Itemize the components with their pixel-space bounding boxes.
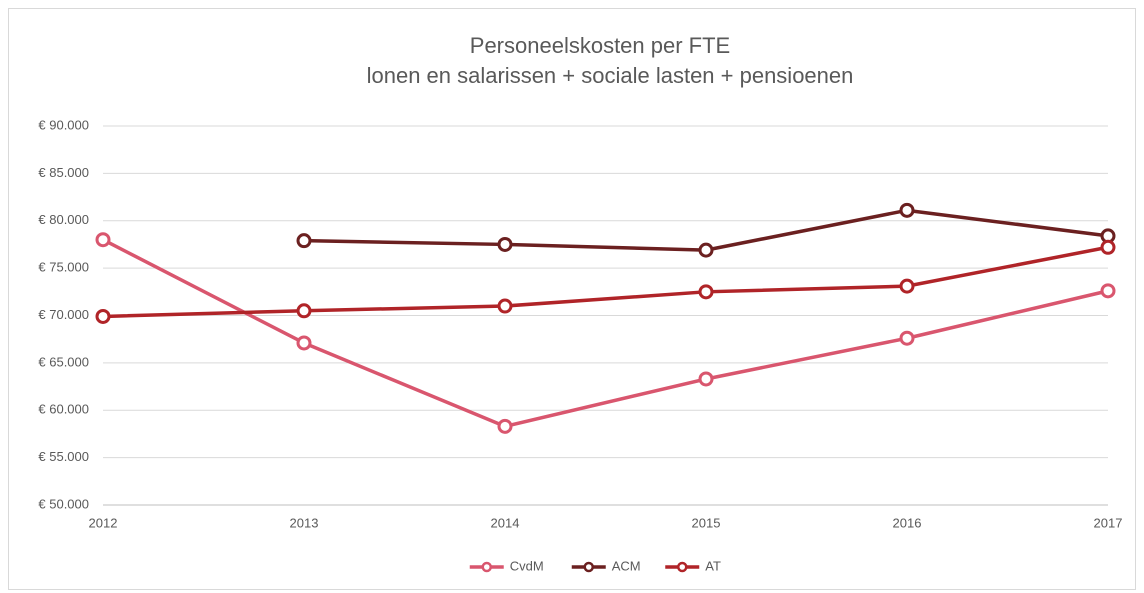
- series-marker: [296, 335, 312, 351]
- x-tick-label: 2014: [491, 515, 520, 530]
- x-tick-label: 2012: [89, 515, 118, 530]
- series-marker: [95, 232, 111, 248]
- chart-frame: [8, 8, 1136, 590]
- y-tick-label: € 85.000: [38, 165, 89, 180]
- y-tick-label: € 55.000: [38, 449, 89, 464]
- series-marker: [497, 236, 513, 252]
- legend-marker: [583, 561, 594, 573]
- series-marker: [296, 303, 312, 319]
- series-marker: [698, 242, 714, 258]
- series-line: [102, 238, 1109, 429]
- chart-title: Personeelskosten per FTE: [470, 33, 730, 58]
- series-marker: [899, 278, 915, 294]
- y-tick-label: € 70.000: [38, 307, 89, 322]
- y-tick-label: € 65.000: [38, 354, 89, 369]
- series-marker: [497, 418, 513, 434]
- y-tick-label: € 90.000: [38, 117, 89, 132]
- series-marker: [1100, 239, 1116, 255]
- x-tick-label: 2013: [290, 515, 319, 530]
- y-tick-label: € 75.000: [38, 260, 89, 275]
- series-marker: [296, 233, 312, 249]
- series-marker: [497, 298, 513, 314]
- y-tick-label: € 50.000: [38, 496, 89, 511]
- legend-marker: [481, 561, 492, 573]
- x-tick-label: 2015: [692, 515, 721, 530]
- series-marker: [95, 308, 111, 324]
- series-line: [102, 245, 1109, 319]
- legend-marker: [677, 561, 688, 573]
- legend-label: AT: [705, 558, 721, 573]
- series-marker: [1100, 283, 1116, 299]
- x-tick-label: 2016: [893, 515, 922, 530]
- series-marker: [698, 371, 714, 387]
- series-marker: [698, 284, 714, 300]
- series-marker: [899, 330, 915, 346]
- chart-subtitle: lonen en salarissen + sociale lasten + p…: [367, 63, 854, 88]
- x-tick-label: 2017: [1094, 515, 1123, 530]
- y-tick-label: € 60.000: [38, 402, 89, 417]
- legend-label: CvdM: [510, 558, 544, 573]
- legend-label: ACM: [612, 558, 641, 573]
- y-tick-label: € 80.000: [38, 212, 89, 227]
- series-marker: [899, 202, 915, 218]
